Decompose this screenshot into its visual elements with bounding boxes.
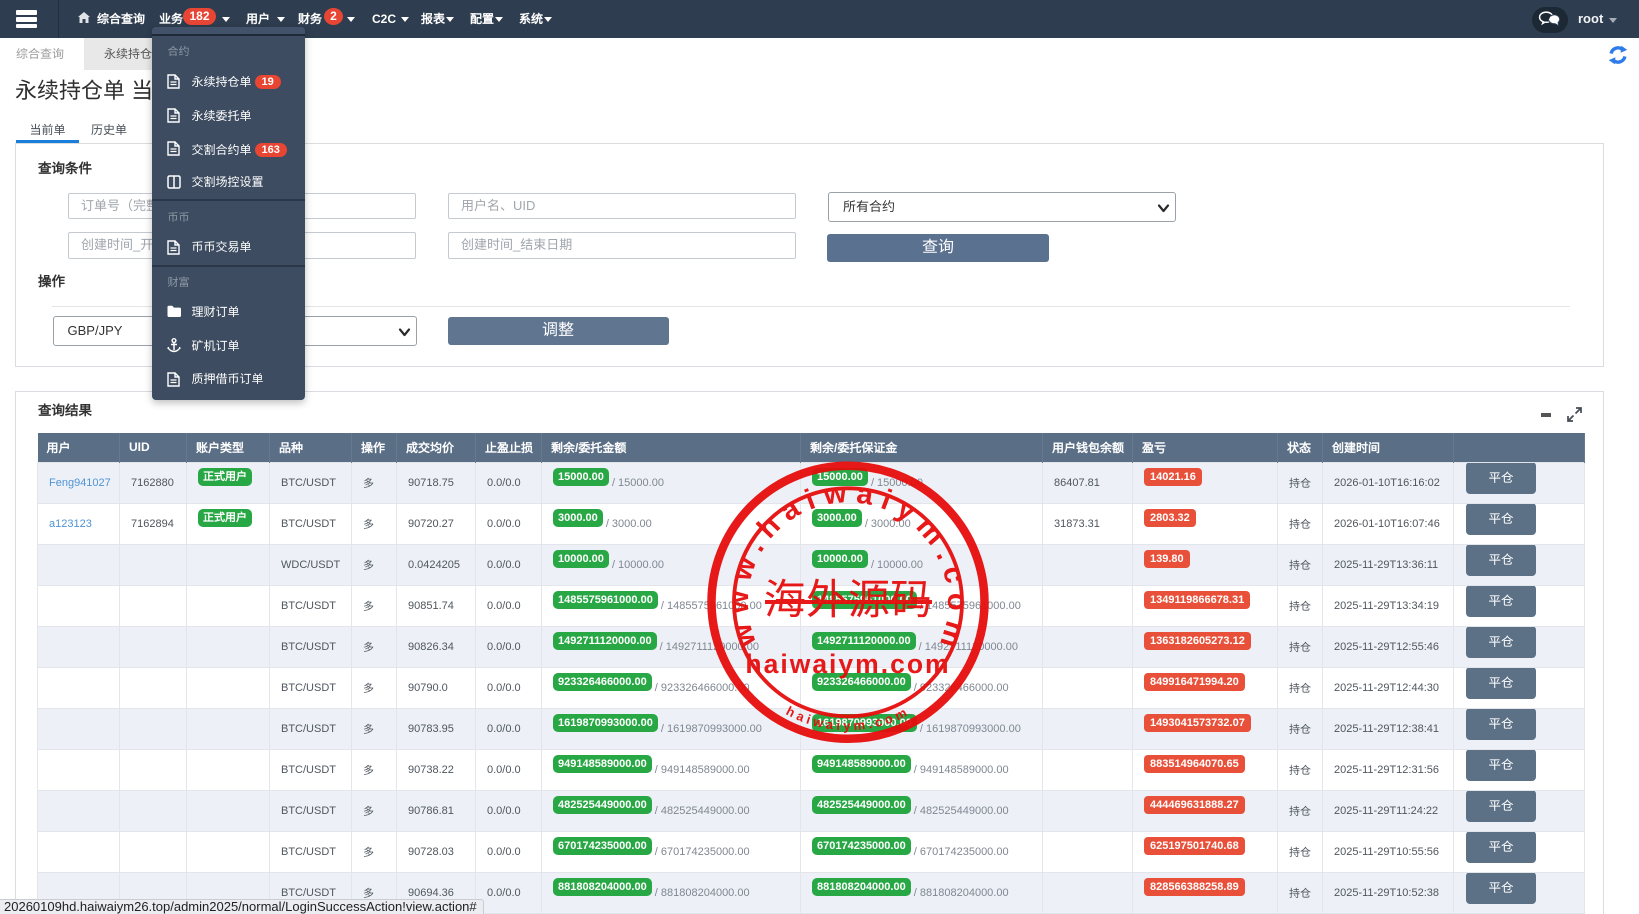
svg-text:w w w . h a i w a i y m . c o: w w w . h a i w a i y m . c o m [723, 477, 973, 652]
svg-text:海外源码: 海外源码 [764, 576, 932, 623]
svg-text:haiwaiym.com: haiwaiym.com [745, 649, 950, 679]
